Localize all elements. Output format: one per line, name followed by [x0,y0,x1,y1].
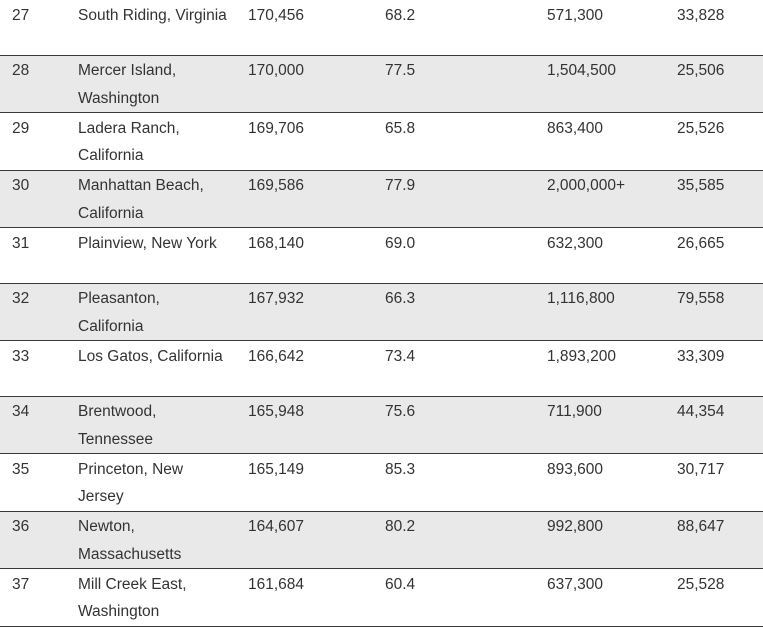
income-cell: 169,706 [248,112,385,171]
place-name: Mercer Island, Washington [78,62,177,107]
percent-cell: 80.2 [385,511,547,569]
percent-cell: 66.3 [385,283,547,341]
place-name: Princeton, New Jersey [78,460,184,506]
percent-cell: 77.5 [385,55,547,113]
population-cell: 35,585 [677,170,763,228]
place-cell: Pleasanton, California [78,283,248,341]
home-value-cell: 992,800 [547,511,677,569]
income-cell: 161,684 [248,568,385,627]
income-cell: 167,932 [248,283,385,341]
population-cell: 88,647 [677,511,763,569]
home-value-cell: 1,893,200 [547,340,677,397]
place-cell: Mill Creek East, Washington [78,568,248,627]
place-name: Los Gatos, California [78,347,223,365]
population-cell: 44,354 [677,396,763,454]
rank-cell: 27 [0,0,78,56]
rank-cell: 32 [0,283,78,341]
table-row: 27 South Riding, Virginia 170,456 68.2 5… [0,0,763,56]
rank-cell: 33 [0,340,78,397]
table-row: 31 Plainview, New York 168,140 69.0 632,… [0,227,763,284]
rank-cell: 35 [0,453,78,512]
place-name: Pleasanton, California [78,290,160,335]
percent-cell: 75.6 [385,396,547,454]
home-value-cell: 711,900 [547,396,677,454]
home-value-cell: 893,600 [547,453,677,512]
home-value-cell: 632,300 [547,227,677,284]
rank-cell: 30 [0,170,78,228]
population-cell: 79,558 [677,283,763,341]
percent-cell: 85.3 [385,453,547,512]
population-cell: 25,528 [677,568,763,627]
place-cell: Princeton, New Jersey [78,453,248,512]
place-cell: Ladera Ranch, California [78,112,248,171]
population-cell: 33,309 [677,340,763,397]
place-name: Plainview, New York [78,234,217,252]
percent-cell: 73.4 [385,340,547,397]
percent-cell: 65.8 [385,112,547,171]
place-name: Manhattan Beach, California [78,177,204,222]
population-cell: 33,828 [677,0,763,56]
percent-cell: 60.4 [385,568,547,627]
rank-cell: 34 [0,396,78,454]
table-row: 34 Brentwood, Tennessee 165,948 75.6 711… [0,396,763,454]
home-value-cell: 2,000,000+ [547,170,677,228]
population-cell: 30,717 [677,453,763,512]
home-value-cell: 863,400 [547,112,677,171]
home-value-cell: 1,504,500 [547,55,677,113]
income-cell: 169,586 [248,170,385,228]
place-cell: Los Gatos, California [78,340,248,397]
income-cell: 168,140 [248,227,385,284]
place-name: Ladera Ranch, California [78,119,180,165]
home-value-cell: 571,300 [547,0,677,56]
table-row: 28 Mercer Island, Washington 170,000 77.… [0,55,763,113]
rank-cell: 36 [0,511,78,569]
place-cell: Mercer Island, Washington [78,55,248,113]
rank-cell: 28 [0,55,78,113]
table-row: 33 Los Gatos, California 166,642 73.4 1,… [0,340,763,397]
place-name: Newton, Massachusetts [78,518,182,563]
table-row: 35 Princeton, New Jersey 165,149 85.3 89… [0,453,763,512]
place-cell: South Riding, Virginia [78,0,248,56]
percent-cell: 69.0 [385,227,547,284]
rank-cell: 31 [0,227,78,284]
table-row: 37 Mill Creek East, Washington 161,684 6… [0,568,763,627]
population-cell: 25,526 [677,112,763,171]
place-name: Mill Creek East, Washington [78,575,187,621]
table-row: 32 Pleasanton, California 167,932 66.3 1… [0,283,763,341]
home-value-cell: 637,300 [547,568,677,627]
table-row: 36 Newton, Massachusetts 164,607 80.2 99… [0,511,763,569]
income-cell: 170,456 [248,0,385,56]
table-row: 30 Manhattan Beach, California 169,586 7… [0,170,763,228]
population-cell: 25,506 [677,55,763,113]
rank-cell: 37 [0,568,78,627]
rank-cell: 29 [0,112,78,171]
place-cell: Brentwood, Tennessee [78,396,248,454]
table-row: 29 Ladera Ranch, California 169,706 65.8… [0,112,763,171]
income-cell: 170,000 [248,55,385,113]
place-cell: Newton, Massachusetts [78,511,248,569]
place-name: South Riding, Virginia [78,6,227,24]
income-cell: 166,642 [248,340,385,397]
income-cell: 165,149 [248,453,385,512]
percent-cell: 77.9 [385,170,547,228]
place-cell: Plainview, New York [78,227,248,284]
place-cell: Manhattan Beach, California [78,170,248,228]
home-value-cell: 1,116,800 [547,283,677,341]
income-cell: 165,948 [248,396,385,454]
place-name: Brentwood, Tennessee [78,403,157,448]
percent-cell: 68.2 [385,0,547,56]
population-cell: 26,665 [677,227,763,284]
income-cell: 164,607 [248,511,385,569]
